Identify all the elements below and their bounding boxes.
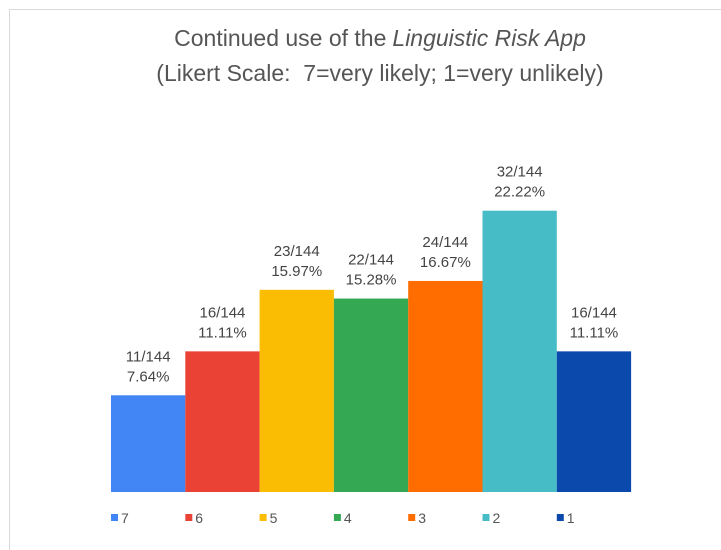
legend-swatch <box>111 514 118 521</box>
legend-label: 7 <box>121 510 129 526</box>
value-label: 16.67% <box>420 254 471 271</box>
legend-label: 5 <box>270 510 278 526</box>
bar <box>333 298 409 492</box>
value-label: 15.97% <box>271 263 322 280</box>
bar <box>185 351 260 492</box>
bar <box>111 395 186 492</box>
legend-label: 3 <box>418 510 426 526</box>
legend-swatch <box>408 514 416 521</box>
value-label: 7.64% <box>127 368 170 385</box>
value-label: 11.11% <box>570 324 619 341</box>
legend-label: 6 <box>195 510 203 526</box>
value-label: 15.28% <box>346 272 397 289</box>
count-label: 23/144 <box>274 243 320 260</box>
count-label: 11/144 <box>126 348 171 365</box>
title-emphasis: Linguistic Risk App <box>392 25 586 51</box>
legend-swatch <box>259 514 267 521</box>
count-label: 16/144 <box>571 304 617 321</box>
bar <box>408 280 483 492</box>
title-text: Continued use of the <box>174 25 386 51</box>
count-label: 32/144 <box>497 164 543 181</box>
legend-swatch <box>185 514 193 521</box>
legend-label: 1 <box>567 510 575 526</box>
legend-label: 4 <box>344 510 352 526</box>
chart-border <box>9 9 721 550</box>
count-label: 24/144 <box>422 234 468 251</box>
chart-subtitle: (Likert Scale: 7=very likely; 1=very unl… <box>156 60 603 86</box>
value-label: 11.11% <box>198 324 247 341</box>
bar <box>259 289 334 492</box>
count-label: 16/144 <box>200 304 246 321</box>
legend-label: 2 <box>493 510 501 526</box>
bar <box>556 351 632 492</box>
count-label: 22/144 <box>348 252 394 269</box>
legend-swatch <box>333 514 341 521</box>
bar <box>482 210 557 492</box>
legend-swatch <box>556 514 564 521</box>
chart-title: Continued use of the Linguistic Risk App <box>174 25 586 51</box>
value-label: 22.22% <box>494 184 545 201</box>
legend-swatch <box>482 514 490 521</box>
